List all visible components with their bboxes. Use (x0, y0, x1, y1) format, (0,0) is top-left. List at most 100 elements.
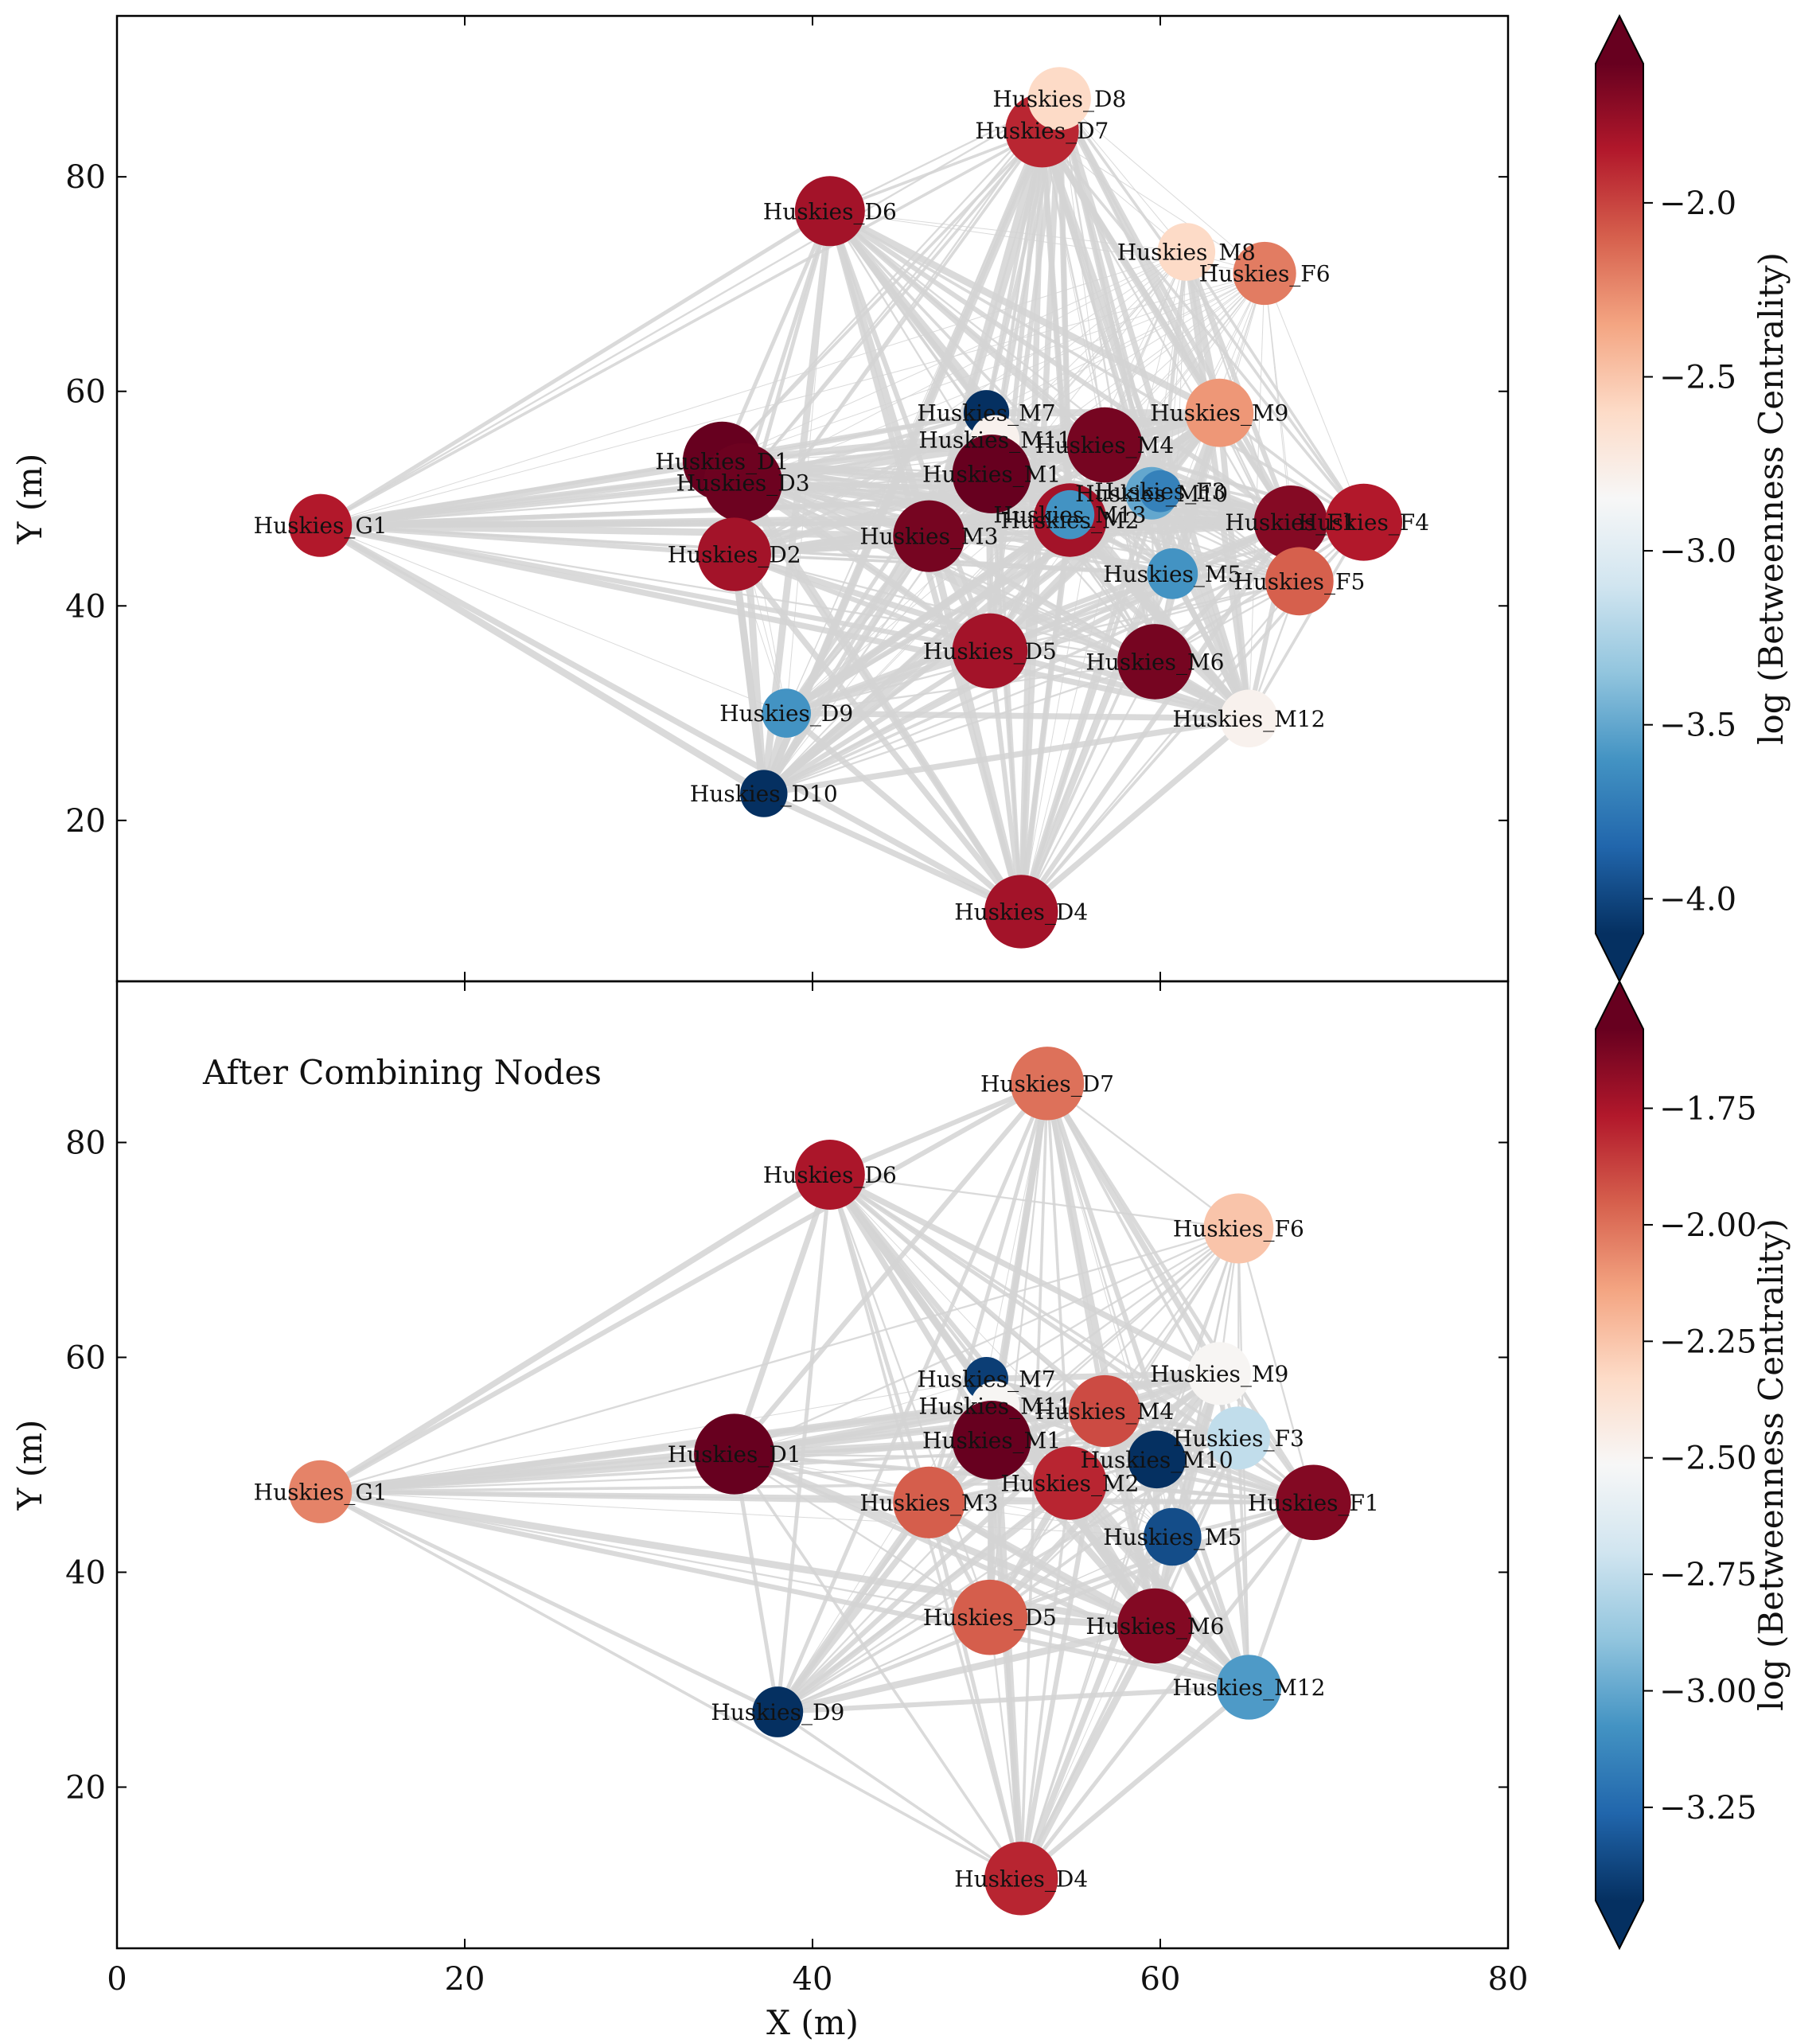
y-tick-label: 80 (65, 1125, 106, 1162)
edge-huskies-d1-huskies-d4 (733, 1452, 1023, 1880)
edge-huskies-g1-huskies-d4 (318, 522, 1023, 914)
edge-huskies-d4-huskies-m3 (926, 535, 1025, 913)
node-label-huskies-d4: Huskies_D4 (954, 1866, 1088, 1892)
node-label-huskies-d3: Huskies_D3 (676, 470, 810, 496)
x-tick-label: 20 (445, 1961, 485, 1998)
colorbar-gradient (1596, 64, 1643, 934)
edge-huskies-d4-huskies-f1 (1019, 1501, 1315, 1880)
edge-huskies-m12-huskies-f3 (1158, 490, 1251, 719)
bottom-colorbar: −3.25 −3.00 −2.75 −2.50 −2.25 −2.00 −1.75 log (… (1595, 979, 1791, 1951)
edge-huskies-d8-huskies-f3 (1057, 98, 1163, 492)
y-tick-label: 60 (65, 374, 106, 411)
node-label-huskies-d9: Huskies_D9 (719, 700, 853, 727)
colorbar-tick-label: −1.75 (1659, 1091, 1757, 1128)
bottom-network-panel: Huskies_G1 Huskies_D1 Huskies_D6 Huskies_D7… (10, 979, 1791, 2042)
colorbar-tick-label: −3.5 (1659, 708, 1736, 744)
node-huskies-f1 (1276, 1464, 1351, 1541)
edge-huskies-d6-huskies-m3 (828, 1174, 931, 1503)
colorbar-tick-label: −3.00 (1659, 1673, 1757, 1710)
colorbar-label: log (Betweenness Centrality) (1752, 1218, 1791, 1711)
colorbar-tick-label: −2.0 (1659, 185, 1736, 222)
node-label-huskies-m7: Huskies_M7 (917, 1367, 1055, 1393)
node-huskies-d4 (984, 1842, 1058, 1916)
y-tick-label: 60 (65, 1340, 106, 1377)
node-huskies-d5 (952, 1579, 1028, 1655)
node-huskies-g1 (289, 493, 353, 557)
edge-huskies-d1-huskies-d6 (731, 1173, 833, 1456)
edge-huskies-d8-huskies-f6 (1058, 98, 1265, 274)
edge-huskies-d8-huskies-m12 (1056, 97, 1252, 719)
node-huskies-m1 (952, 1401, 1031, 1480)
edge-huskies-m3-huskies-m5 (929, 1502, 1173, 1538)
node-label-huskies-d10: Huskies_D10 (690, 781, 838, 807)
edge-huskies-d8-huskies-f1 (1057, 97, 1293, 524)
node-label-huskies-d7: Huskies_D7 (980, 1070, 1114, 1097)
y-tick-label: 40 (65, 1555, 106, 1592)
node-huskies-m2 (1033, 1446, 1107, 1520)
colorbar-tick-label: −2.5 (1659, 359, 1736, 396)
node-label-huskies-d8: Huskies_D8 (992, 86, 1126, 112)
node-huskies-f1 (1253, 485, 1328, 559)
edge-huskies-d10-huskies-m12 (763, 715, 1249, 797)
edge-huskies-d8-huskies-m8 (1058, 98, 1187, 252)
colorbar-extend-max (1596, 16, 1643, 64)
edge-huskies-m10-huskies-m12 (1154, 1458, 1252, 1689)
colorbar-gradient (1596, 1029, 1643, 1901)
edge-huskies-m6-huskies-f4 (1154, 520, 1365, 663)
bottom-nodes: Huskies_G1 Huskies_D1 Huskies_D6 Huskies_D7… (254, 1047, 1379, 1916)
node-huskies-m6 (1117, 624, 1193, 700)
node-label-huskies-m7: Huskies_M7 (917, 400, 1055, 427)
y-tick-label: 40 (65, 588, 106, 625)
edge-huskies-d4-huskies-f5 (1020, 580, 1300, 913)
edge-huskies-f1-huskies-f6 (1237, 1228, 1315, 1503)
node-label-huskies-f6: Huskies_F6 (1199, 261, 1331, 287)
node-huskies-d6 (794, 1140, 865, 1210)
node-label-huskies-m1: Huskies_M1 (922, 1428, 1061, 1454)
node-label-huskies-d6: Huskies_D6 (763, 198, 897, 224)
node-label-huskies-m2: Huskies_M2 (1000, 508, 1139, 534)
node-huskies-f6 (1203, 1193, 1274, 1264)
node-label-huskies-m4: Huskies_M4 (1035, 1398, 1174, 1425)
y-tick-label: 20 (65, 803, 106, 840)
node-huskies-m5 (1144, 1507, 1202, 1566)
edge-huskies-d1-huskies-m7 (734, 1378, 987, 1455)
node-huskies-m9 (1185, 378, 1254, 447)
node-label-huskies-m2: Huskies_M2 (1000, 1471, 1139, 1497)
node-label-huskies-m9: Huskies_M9 (1150, 1361, 1288, 1387)
node-label-huskies-m3: Huskies_M3 (859, 524, 998, 550)
edge-huskies-m3-huskies-m5 (929, 534, 1173, 575)
edge-huskies-m10-huskies-f6 (1156, 1228, 1240, 1460)
node-label-huskies-f4: Huskies_F4 (1298, 509, 1429, 536)
node-label-huskies-f5: Huskies_F5 (1233, 568, 1365, 595)
edge-huskies-d4-huskies-m12 (1019, 1685, 1251, 1881)
edge-huskies-m11-huskies-f6 (994, 1227, 1239, 1407)
colorbar-tick-label: −3.25 (1659, 1790, 1757, 1827)
edge-huskies-d6-huskies-d7 (828, 1081, 1049, 1177)
node-huskies-f3 (1206, 1406, 1270, 1470)
edge-huskies-g1-huskies-d6 (319, 209, 832, 528)
edge-huskies-m9-huskies-m12 (1216, 412, 1253, 719)
bottom-axes: 0 20 40 60 80 20 40 60 80 Y (m) X (m) (10, 981, 1528, 2042)
edge-huskies-d4-huskies-m6 (1020, 661, 1156, 912)
edge-huskies-d3-huskies-d8 (742, 98, 1061, 484)
node-label-huskies-f1: Huskies_F1 (1248, 1490, 1379, 1516)
node-label-huskies-m13: Huskies_M13 (993, 502, 1146, 528)
node-label-huskies-m8: Huskies_M8 (1117, 240, 1256, 266)
edge-huskies-d4-huskies-m1 (988, 1440, 1024, 1879)
y-axis-label: Y (m) (10, 454, 49, 545)
edge-huskies-m8-huskies-f4 (1185, 251, 1366, 524)
node-label-huskies-d2: Huskies_D2 (668, 542, 801, 568)
edge-huskies-m1-huskies-f6 (991, 273, 1265, 474)
node-huskies-m3 (893, 500, 965, 572)
y-tick-label: 80 (65, 159, 106, 196)
colorbar-tick-label: −4.0 (1659, 881, 1736, 918)
node-huskies-d7 (1010, 1047, 1085, 1121)
colorbar-tick-label: −2.25 (1659, 1324, 1757, 1360)
edge-huskies-m7-huskies-m8 (986, 251, 1187, 414)
edge-huskies-m3-huskies-m9 (927, 409, 1222, 540)
edge-huskies-d1-huskies-d9 (732, 1453, 780, 1713)
edge-huskies-d4-huskies-m3 (927, 1502, 1023, 1879)
bottom-annotation: After Combining Nodes (202, 1053, 602, 1092)
edge-huskies-g1-huskies-d7 (319, 129, 1043, 527)
